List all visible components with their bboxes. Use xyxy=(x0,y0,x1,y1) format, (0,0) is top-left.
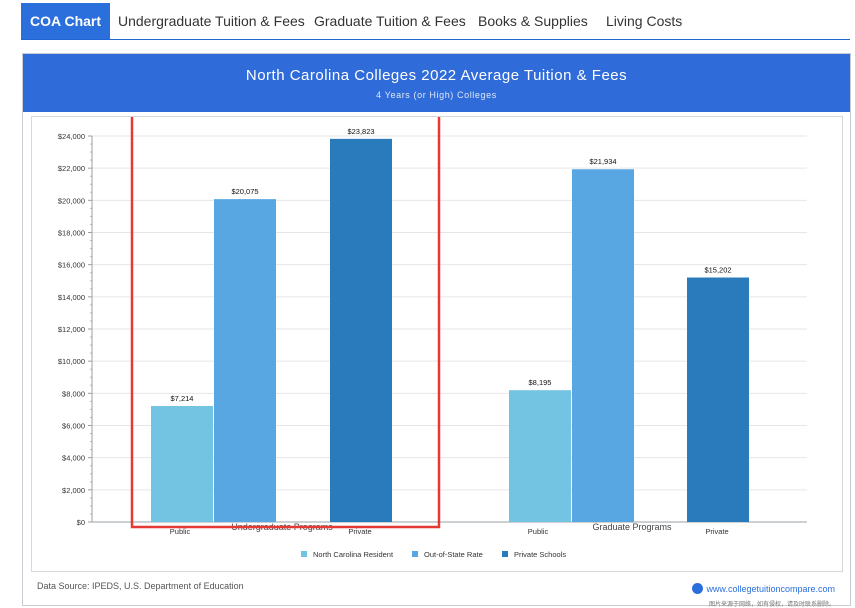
bar-value-label: $20,075 xyxy=(231,187,258,196)
bar-chart: $0 $2,000 $4,000 $6,000 $8,000 $10,000 $12,000… xyxy=(58,117,807,559)
chart-area: $0 $2,000 $4,000 $6,000 $8,000 $10,000 $12,000… xyxy=(31,116,843,572)
x-tick-label: Private xyxy=(348,527,371,536)
y-tick-label: $8,000 xyxy=(62,389,85,398)
bar xyxy=(687,277,749,522)
y-tick-label: $6,000 xyxy=(62,422,85,431)
brand[interactable]: www.collegetuitioncompare.com 图片来源于网络，如有… xyxy=(692,580,835,608)
bar xyxy=(509,390,571,522)
bar-value-label: $7,214 xyxy=(171,394,194,403)
highlight-box xyxy=(130,117,441,529)
tab-living-costs[interactable]: Living Costs xyxy=(606,13,683,29)
bar xyxy=(214,199,276,522)
legend-label: Out-of-State Rate xyxy=(424,550,483,559)
legend-swatch xyxy=(412,551,418,557)
y-tick-label: $16,000 xyxy=(58,261,85,270)
y-tick-label: $24,000 xyxy=(58,132,85,141)
x-tick-label: Public xyxy=(528,527,549,536)
y-tick-label: $22,000 xyxy=(58,164,85,173)
chart-header: North Carolina Colleges 2022 Average Tui… xyxy=(23,54,850,112)
tab-bar: COA Chart Undergraduate Tuition & Fees G… xyxy=(21,3,850,40)
y-tick-label: $20,000 xyxy=(58,196,85,205)
brand-url[interactable]: www.collegetuitioncompare.com xyxy=(706,583,835,594)
x-tick-label: Public xyxy=(170,527,191,536)
bar xyxy=(572,169,634,523)
y-tick-label: $12,000 xyxy=(58,325,85,334)
bar-value-label: $23,823 xyxy=(347,127,374,136)
y-tick-label: $2,000 xyxy=(62,486,85,495)
data-source: Data Source: IPEDS, U.S. Department of E… xyxy=(37,581,244,591)
bar-value-label: $8,195 xyxy=(529,378,552,387)
bar xyxy=(330,138,392,523)
legend-swatch xyxy=(502,551,508,557)
tab-coa-chart[interactable]: COA Chart xyxy=(21,3,111,39)
legend-swatch xyxy=(301,551,307,557)
y-tick-label: $14,000 xyxy=(58,293,85,302)
brand-logo-icon xyxy=(692,583,704,595)
legend-label: North Carolina Resident xyxy=(313,550,394,559)
chart-subtitle: 4 Years (or High) Colleges xyxy=(376,90,497,100)
tab-graduate-tuition[interactable]: Graduate Tuition & Fees xyxy=(314,13,466,29)
y-tick-label: $4,000 xyxy=(62,454,85,463)
tab-books-supplies[interactable]: Books & Supplies xyxy=(478,13,588,29)
legend-label: Private Schools xyxy=(514,550,566,559)
bar-value-label: $15,202 xyxy=(704,266,731,275)
bar xyxy=(151,405,213,522)
tab-undergraduate-tuition[interactable]: Undergraduate Tuition & Fees xyxy=(118,13,305,29)
y-tick-label: $18,000 xyxy=(58,229,85,238)
chart-panel: North Carolina Colleges 2022 Average Tui… xyxy=(22,53,851,608)
x-group-label: Graduate Programs xyxy=(592,522,672,532)
chart-title: North Carolina Colleges 2022 Average Tui… xyxy=(245,67,628,84)
x-tick-label: Private xyxy=(705,527,728,536)
y-tick-label: $0 xyxy=(77,518,85,527)
bar-value-label: $21,934 xyxy=(589,157,616,166)
y-tick-label: $10,000 xyxy=(58,357,85,366)
brand-note: 图片来源于网络，如有侵权，请及时联系删除。 xyxy=(708,602,835,608)
